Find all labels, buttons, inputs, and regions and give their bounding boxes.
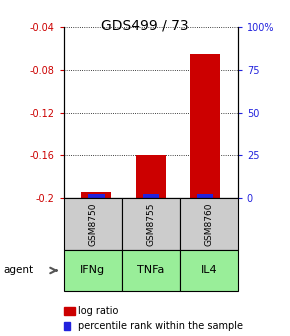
Text: IL4: IL4: [200, 265, 217, 276]
Bar: [143, 194, 159, 202]
Text: agent: agent: [3, 265, 33, 276]
Text: GSM8760: GSM8760: [204, 203, 213, 246]
Bar: [88, 194, 105, 202]
Text: GDS499 / 73: GDS499 / 73: [101, 18, 189, 33]
Text: IFNg: IFNg: [80, 265, 105, 276]
Text: GSM8750: GSM8750: [88, 203, 97, 246]
Text: TNFa: TNFa: [137, 265, 164, 276]
Bar: [190, 54, 220, 198]
Bar: [81, 192, 111, 198]
Text: percentile rank within the sample: percentile rank within the sample: [78, 321, 243, 331]
Bar: [136, 155, 166, 198]
Text: GSM8755: GSM8755: [146, 203, 155, 246]
Bar: [197, 194, 213, 201]
Text: log ratio: log ratio: [78, 306, 119, 316]
